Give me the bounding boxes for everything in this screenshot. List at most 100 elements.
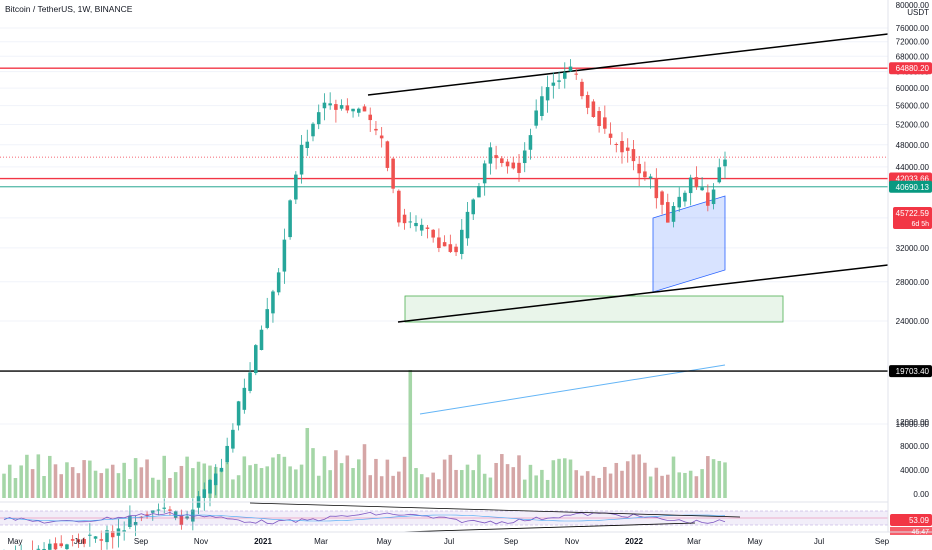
- volume-bar: [59, 474, 63, 498]
- svg-text:42033.66: 42033.66: [896, 175, 930, 184]
- candle: [631, 149, 636, 162]
- candle: [110, 530, 115, 538]
- time-tick-label: May: [747, 537, 762, 546]
- volume-bar: [648, 476, 653, 498]
- price-tick-label: 52000.00: [896, 120, 930, 129]
- volume-bar: [643, 462, 647, 498]
- volume-tick-label: 12000.00: [896, 418, 930, 427]
- candle: [231, 429, 235, 449]
- candle: [643, 171, 647, 178]
- candle: [694, 177, 699, 188]
- volume-bar: [706, 456, 710, 498]
- candle: [374, 128, 378, 131]
- volume-bar: [717, 460, 722, 498]
- candle: [414, 222, 418, 227]
- volume-bar: [128, 479, 132, 498]
- candle: [351, 108, 355, 112]
- horizontal-levels[interactable]: [0, 67, 888, 372]
- price-tick-label: 60000.00: [896, 84, 930, 93]
- volume-bar: [471, 470, 475, 498]
- candle: [482, 163, 487, 184]
- volume-bar: [299, 464, 304, 498]
- price-tick-label: 76000.00: [896, 24, 930, 33]
- candle: [494, 155, 498, 159]
- candle: [99, 539, 104, 541]
- volume-bar: [139, 467, 144, 498]
- price-axis[interactable]: [888, 0, 932, 532]
- volume-bar: [614, 462, 619, 498]
- chart-title: Bitcoin / TetherUS, 1W, BINANCE: [5, 4, 133, 14]
- volume-bar: [265, 466, 269, 498]
- rising-channel[interactable]: [652, 195, 726, 293]
- volume-bar: [65, 462, 69, 498]
- time-tick-label: May: [376, 537, 391, 546]
- volume-bar: [402, 456, 407, 498]
- level-badge: 64880.20: [889, 62, 932, 75]
- volume-bar: [677, 472, 681, 498]
- volume-bar: [683, 472, 687, 498]
- grid: [0, 27, 888, 425]
- candle: [505, 161, 510, 167]
- candle: [179, 515, 184, 525]
- candle: [368, 114, 372, 121]
- volume-bar: [254, 463, 258, 498]
- time-axis[interactable]: May Jul Sep Nov 2021 Mar May Jul Sep Nov 2022 Mar Ma…: [7, 537, 889, 546]
- volume-bar: [505, 464, 510, 498]
- candle: [208, 479, 212, 494]
- volume-bar: [517, 455, 521, 498]
- volume-bar: [625, 461, 630, 498]
- volume-bar: [385, 459, 390, 498]
- volume-bar: [723, 462, 727, 498]
- candle: [563, 72, 567, 79]
- candle: [236, 401, 241, 426]
- volume-bar: [30, 469, 35, 498]
- volume-bar: [666, 474, 670, 498]
- candle: [345, 105, 350, 111]
- volume-bar: [528, 464, 533, 498]
- candle: [460, 229, 464, 254]
- candle: [36, 548, 41, 550]
- volume-bar: [620, 470, 624, 498]
- support-zone[interactable]: [404, 295, 784, 323]
- level-badge: 19703.40: [889, 365, 932, 378]
- volume-bar: [271, 457, 275, 498]
- candle: [151, 510, 155, 513]
- volume-bar: [631, 454, 636, 498]
- bar-countdown: 6d 5h: [911, 221, 929, 228]
- candle: [242, 387, 247, 410]
- candle: [105, 530, 109, 543]
- volume-bar: [259, 468, 264, 498]
- volume-bar: [76, 473, 81, 498]
- price-tick-label: 32000.00: [896, 244, 930, 253]
- candle: [580, 81, 584, 97]
- candle: [683, 192, 687, 202]
- rsi-value-badges: 53.09 46.47: [890, 514, 932, 536]
- volume-bar: [500, 454, 504, 498]
- volume-bar: [305, 428, 310, 498]
- volume-bar: [334, 450, 338, 498]
- volume-bar: [700, 469, 704, 498]
- volume-bar: [419, 474, 424, 498]
- lower-trendline[interactable]: [397, 264, 889, 323]
- candle: [265, 309, 269, 328]
- volume-bar: [711, 459, 716, 498]
- candle: [48, 543, 52, 550]
- candle: [156, 509, 161, 511]
- time-tick-label: Mar: [687, 537, 701, 546]
- candle: [311, 123, 315, 137]
- volume-bar: [660, 475, 664, 498]
- rsi-value-label: 53.09: [909, 516, 930, 525]
- candle: [65, 544, 69, 550]
- volume-bar: [202, 463, 207, 498]
- candle: [540, 96, 544, 116]
- candle: [597, 111, 601, 127]
- candle: [276, 272, 281, 293]
- candle: [316, 112, 321, 125]
- upper-trendline[interactable]: [367, 33, 889, 96]
- candle: [437, 237, 441, 248]
- candle: [379, 135, 384, 139]
- volume-bar: [294, 469, 298, 498]
